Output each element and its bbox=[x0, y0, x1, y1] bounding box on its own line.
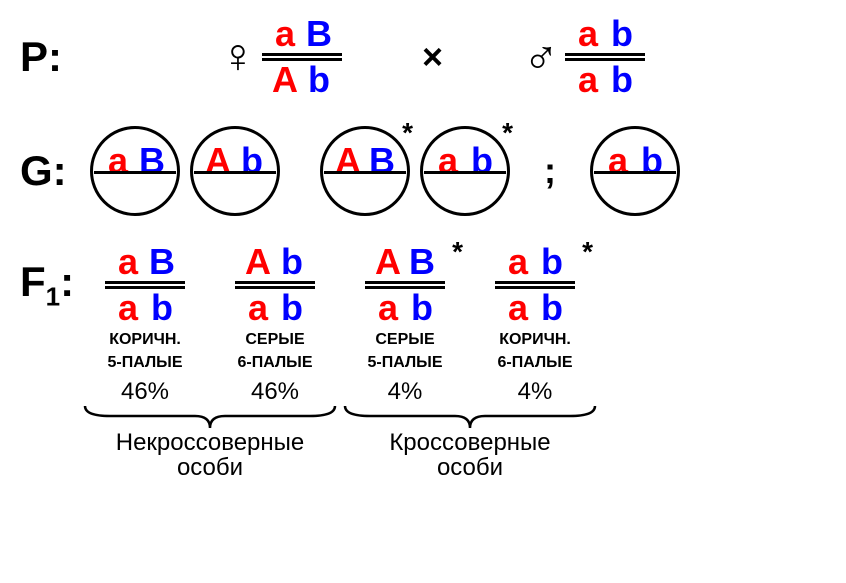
gamete-male-1: a b bbox=[590, 126, 680, 216]
label-F1: F1: bbox=[20, 258, 80, 312]
f1-col-4: a b a b * КОРИЧН. 6-ПАЛЫЕ 4% bbox=[470, 244, 600, 406]
phenotype-line1: СЕРЫЕ bbox=[245, 330, 304, 349]
star: * bbox=[402, 117, 413, 149]
brace-noncrossover: Некроссоверные особи bbox=[80, 404, 340, 481]
allele: b bbox=[608, 62, 636, 98]
allele: B bbox=[408, 244, 436, 280]
allele: b bbox=[608, 16, 636, 52]
gamete-female-2: A b bbox=[190, 126, 280, 216]
phenotype-line2: 6-ПАЛЫЕ bbox=[497, 353, 572, 372]
allele: A bbox=[244, 244, 272, 280]
brace-icon bbox=[340, 404, 600, 432]
percentage: 46% bbox=[251, 378, 299, 406]
phenotype-line1: СЕРЫЕ bbox=[375, 330, 434, 349]
allele: b bbox=[408, 290, 436, 326]
parent-female: ♀ a B A b bbox=[220, 16, 342, 98]
phenotype-line2: 6-ПАЛЫЕ bbox=[237, 353, 312, 372]
female-symbol: ♀ bbox=[220, 33, 256, 81]
allele: a bbox=[574, 62, 602, 98]
parents-row: P: ♀ a B A b × ♂ a b a b bbox=[20, 16, 826, 98]
f1-genotype: a b a b * bbox=[495, 244, 575, 326]
brace-icon bbox=[80, 404, 340, 432]
label-P: P: bbox=[20, 33, 80, 81]
allele: a bbox=[244, 290, 272, 326]
allele: a bbox=[504, 244, 532, 280]
allele: a bbox=[114, 244, 142, 280]
allele: b bbox=[278, 290, 306, 326]
allele: a bbox=[504, 290, 532, 326]
f1-col-2: A b a b СЕРЫЕ 6-ПАЛЫЕ 46% bbox=[210, 244, 340, 406]
allele: B bbox=[305, 16, 333, 52]
percentage: 46% bbox=[121, 378, 169, 406]
brace-label-1: Кроссоверные bbox=[389, 430, 550, 456]
phenotype-line1: КОРИЧН. bbox=[499, 330, 571, 349]
allele: a bbox=[114, 290, 142, 326]
gamete-female-4: a b * bbox=[420, 126, 510, 216]
star: * bbox=[502, 117, 513, 149]
allele: b bbox=[538, 290, 566, 326]
brace-label-2: особи bbox=[437, 455, 503, 481]
male-symbol: ♂ bbox=[523, 33, 559, 81]
allele: b bbox=[305, 62, 333, 98]
gametes-row: G: a B A b A B * a b * ; a b bbox=[20, 126, 826, 216]
allele: A bbox=[271, 62, 299, 98]
allele: B bbox=[148, 244, 176, 280]
brace-label-1: Некроссоверные bbox=[116, 430, 305, 456]
percentage: 4% bbox=[388, 378, 423, 406]
f1-col-3: A B a b * СЕРЫЕ 5-ПАЛЫЕ 4% bbox=[340, 244, 470, 406]
allele: b bbox=[148, 290, 176, 326]
parent-male: ♂ a b a b bbox=[523, 16, 645, 98]
brace-label-2: особи bbox=[177, 455, 243, 481]
allele: b bbox=[278, 244, 306, 280]
allele: b bbox=[538, 244, 566, 280]
male-genotype: a b a b bbox=[565, 16, 645, 98]
phenotype-line1: КОРИЧН. bbox=[109, 330, 181, 349]
phenotype-line2: 5-ПАЛЫЕ bbox=[367, 353, 442, 372]
allele: a bbox=[271, 16, 299, 52]
f1-genotype: a B a b bbox=[105, 244, 185, 326]
label-G: G: bbox=[20, 147, 80, 195]
gamete-female-3: A B * bbox=[320, 126, 410, 216]
gamete-female-1: a B bbox=[90, 126, 180, 216]
allele: a bbox=[574, 16, 602, 52]
phenotype-line2: 5-ПАЛЫЕ bbox=[107, 353, 182, 372]
braces-row: Некроссоверные особи Кроссоверные особи bbox=[20, 404, 826, 481]
f1-row: F1: a B a b КОРИЧН. 5-ПАЛЫЕ 46% A b a bbox=[20, 244, 826, 406]
f1-genotype: A b a b bbox=[235, 244, 315, 326]
star: * bbox=[582, 236, 593, 268]
cross-symbol: × bbox=[422, 36, 443, 78]
allele: a bbox=[374, 290, 402, 326]
brace-crossover: Кроссоверные особи bbox=[340, 404, 600, 481]
allele: A bbox=[374, 244, 402, 280]
semicolon: ; bbox=[544, 150, 556, 192]
star: * bbox=[452, 236, 463, 268]
female-genotype: a B A b bbox=[262, 16, 342, 98]
f1-genotype: A B a b * bbox=[365, 244, 445, 326]
percentage: 4% bbox=[518, 378, 553, 406]
f1-col-1: a B a b КОРИЧН. 5-ПАЛЫЕ 46% bbox=[80, 244, 210, 406]
